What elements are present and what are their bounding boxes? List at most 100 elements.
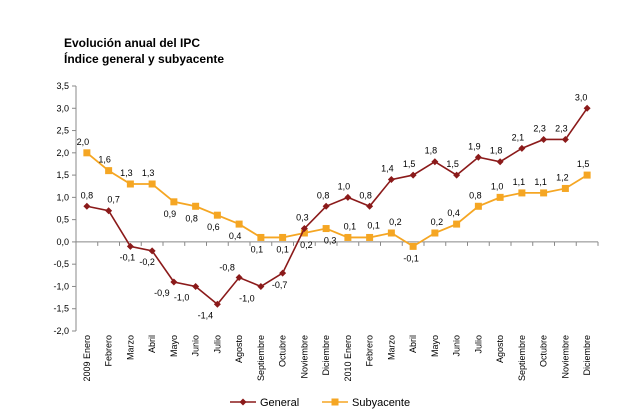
data-point (518, 144, 526, 152)
y-tick-label: 1,0 (56, 192, 69, 202)
data-label: 0,2 (431, 217, 444, 227)
data-label: 0,2 (389, 217, 402, 227)
data-label: 0,8 (469, 190, 482, 200)
y-tick-label: -1,5 (53, 304, 69, 314)
data-point (235, 220, 243, 228)
data-point (235, 274, 243, 282)
legend-label: Subyacente (352, 397, 410, 409)
data-point (257, 282, 265, 290)
x-tick-label: Abril (408, 335, 418, 353)
data-point (213, 300, 221, 308)
data-point (83, 202, 91, 210)
data-label: -0,1 (120, 252, 136, 262)
x-tick-label: Mayo (430, 335, 440, 357)
series-line (86, 107, 588, 306)
data-point (387, 229, 395, 237)
data-point (170, 278, 178, 286)
x-tick-label: Diciembre (321, 335, 331, 376)
data-point (148, 180, 156, 188)
data-point (322, 202, 330, 210)
data-point (322, 225, 330, 233)
data-point (300, 229, 308, 237)
data-point (300, 225, 308, 233)
data-label: 1,2 (556, 172, 569, 182)
data-point (344, 233, 352, 241)
x-tick-label: Marzo (386, 335, 396, 360)
data-label: 2,0 (77, 137, 90, 147)
data-point (474, 153, 482, 161)
data-label: -1,0 (174, 292, 190, 302)
x-tick-label: Mayo (169, 335, 179, 357)
data-point (148, 247, 156, 255)
data-label: -0,8 (219, 263, 235, 273)
x-tick-label: Julio (212, 335, 222, 354)
data-label: 0,1 (344, 221, 357, 231)
legend-marker (239, 398, 247, 406)
y-tick-label: -0,5 (53, 259, 69, 269)
data-label: 1,4 (381, 164, 394, 174)
data-label: 2,3 (555, 123, 568, 133)
data-point (279, 269, 287, 277)
y-tick-label: 2,0 (56, 148, 69, 158)
x-tick-label: Septiembre (256, 335, 266, 381)
data-label: 1,0 (338, 181, 351, 191)
data-label: 1,3 (120, 168, 133, 178)
data-point (496, 158, 504, 166)
x-tick-label: Octubre (278, 335, 288, 367)
y-tick-label: 0,5 (56, 215, 69, 225)
x-tick-label: Abril (147, 335, 157, 353)
data-label: -0,1 (403, 253, 419, 263)
x-tick-label: Junio (191, 335, 201, 357)
data-point (409, 171, 417, 179)
series-general: 0,8 0,7-0,1 -0,2-0,9 -1,0-1,4-0,8-1,0-0,70,… (81, 92, 591, 320)
series-subyacente: 2,0 1,6 1,3 1,3 0,9 0,8 0,6 0,4 0,1 0,1 0,2 0,3 0,1 0… (77, 137, 591, 263)
data-label: 3,0 (575, 92, 588, 102)
data-point (431, 158, 439, 166)
data-label: 0,9 (164, 209, 177, 219)
x-tick-label: Febrero (365, 335, 375, 367)
x-tick-label: Agosto (495, 335, 505, 363)
y-tick-label: 2,5 (56, 126, 69, 136)
data-point (83, 149, 91, 157)
data-label: 1,3 (142, 168, 155, 178)
data-label: 0,6 (207, 222, 220, 232)
data-point (561, 184, 569, 192)
data-label: -0,7 (272, 280, 288, 290)
data-label: -1,0 (239, 293, 255, 303)
data-point (453, 220, 461, 228)
data-point (257, 233, 265, 241)
data-label: 1,9 (468, 141, 481, 151)
data-label: 0,4 (447, 208, 460, 218)
data-point (561, 135, 569, 143)
data-point (540, 135, 548, 143)
x-tick-label: Noviembre (299, 335, 309, 379)
data-label: 1,6 (98, 155, 111, 165)
data-point (387, 176, 395, 184)
data-point (105, 167, 113, 175)
data-point (279, 233, 287, 241)
legend-item: General (230, 397, 299, 409)
data-label: 0,1 (251, 244, 264, 254)
data-label: 1,8 (425, 146, 438, 156)
x-tick-label: Junio (452, 335, 462, 357)
data-point (366, 233, 374, 241)
x-tick-label: Agosto (234, 335, 244, 363)
data-label: 0,8 (185, 213, 198, 223)
x-tick-label: Septiembre (517, 335, 527, 381)
data-point (192, 202, 200, 210)
data-label: 1,1 (513, 177, 526, 187)
chart-subtitle: Índice general y subyacente (64, 52, 225, 66)
data-label: 0,1 (367, 220, 380, 230)
data-point (496, 193, 504, 201)
x-tick-label: 2010 Enero (343, 335, 353, 382)
data-label: 0,2 (300, 240, 313, 250)
data-point (213, 211, 221, 219)
data-label: 0,7 (107, 195, 120, 205)
y-tick-label: -1,0 (53, 281, 69, 291)
x-tick-label: 2009 Enero (82, 335, 92, 382)
chart-legend: General Subyacente (230, 397, 410, 409)
data-point (583, 104, 591, 112)
data-point (126, 180, 134, 188)
data-label: 0,8 (359, 190, 372, 200)
y-tick-label: 3,0 (56, 103, 69, 113)
